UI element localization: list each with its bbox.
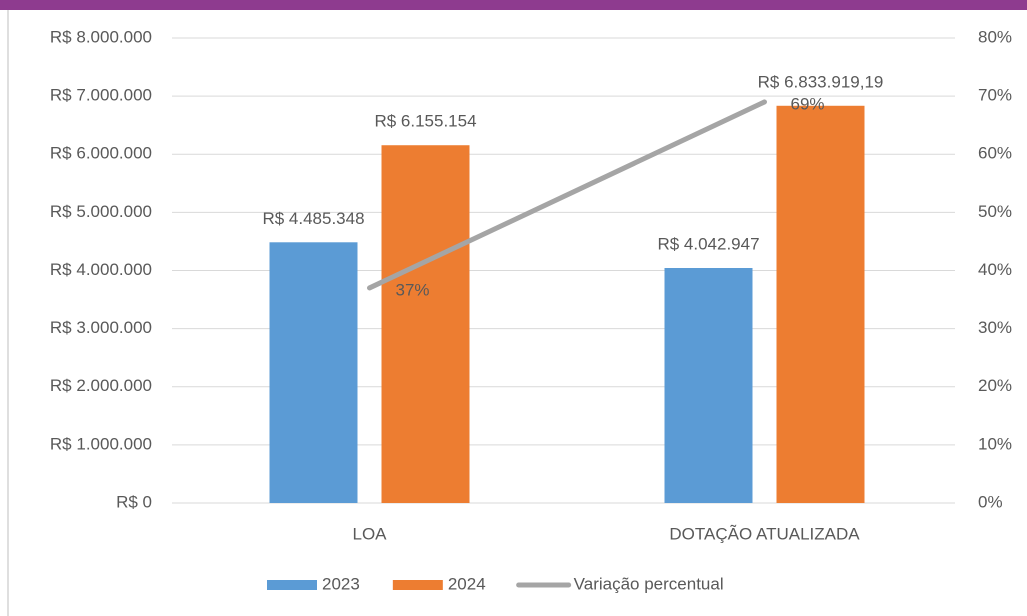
- y2-tick-label: 20%: [978, 376, 1012, 395]
- line-value-label: 37%: [395, 280, 429, 299]
- y2-tick-label: 0%: [978, 492, 1003, 511]
- y-tick-label: R$ 4.000.000: [50, 260, 152, 279]
- y-tick-label: R$ 8.000.000: [50, 27, 152, 46]
- y2-tick-label: 60%: [978, 144, 1012, 163]
- bar: [776, 105, 865, 504]
- legend-swatch: [267, 580, 317, 590]
- legend-swatch: [392, 580, 443, 590]
- bar: [664, 268, 753, 503]
- y-tick-label: R$ 6.000.000: [50, 144, 152, 163]
- y-tick-label: R$ 7.000.000: [50, 86, 152, 105]
- bar-value-label: R$ 6.833.919,19: [758, 72, 884, 91]
- x-tick-label: LOA: [352, 524, 387, 543]
- y-tick-label: R$ 5.000.000: [50, 202, 152, 221]
- bar-value-label: R$ 4.485.348: [262, 209, 364, 228]
- top-bar: [0, 0, 1027, 10]
- legend-label: 2023: [322, 574, 360, 593]
- y-tick-label: R$ 1.000.000: [50, 434, 152, 453]
- y2-tick-label: 50%: [978, 202, 1012, 221]
- line-value-label: 69%: [790, 94, 824, 113]
- y2-tick-label: 80%: [978, 27, 1012, 46]
- y2-tick-label: 10%: [978, 434, 1012, 453]
- y2-tick-label: 70%: [978, 86, 1012, 105]
- y-tick-label: R$ 2.000.000: [50, 376, 152, 395]
- bar: [381, 145, 470, 503]
- legend-label: 2024: [448, 574, 486, 593]
- line: [367, 99, 767, 291]
- y2-tick-label: 30%: [978, 318, 1012, 337]
- bar-value-label: R$ 6.155.154: [374, 112, 476, 131]
- x-tick-label: DOTAÇÃO ATUALIZADA: [669, 524, 860, 543]
- legend-label: Variação percentual: [574, 574, 724, 593]
- y-tick-label: R$ 0: [116, 492, 152, 511]
- bar-value-label: R$ 4.042.947: [657, 234, 759, 253]
- bar: [269, 242, 358, 503]
- y-tick-label: R$ 3.000.000: [50, 318, 152, 337]
- y2-tick-label: 40%: [978, 260, 1012, 279]
